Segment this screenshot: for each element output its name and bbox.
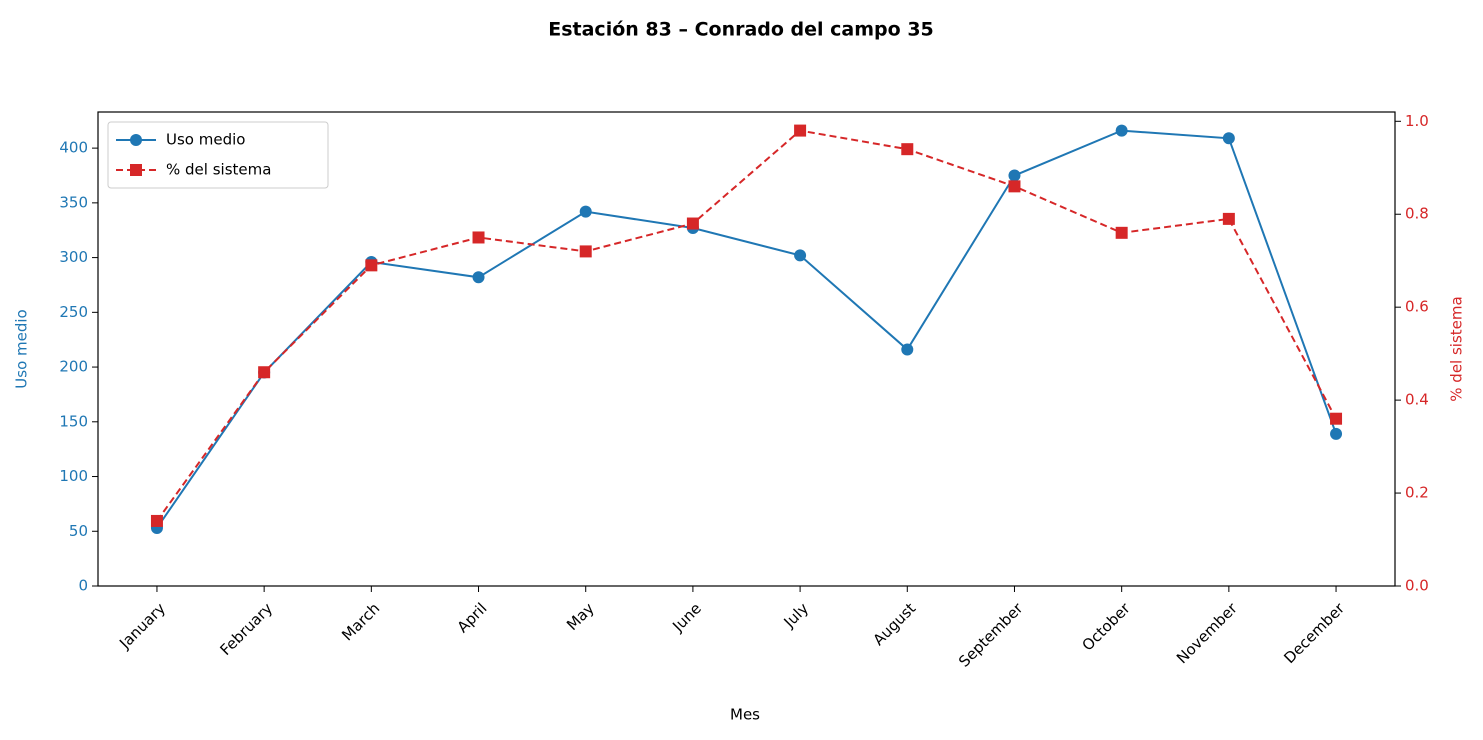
x-tick-label: February: [216, 599, 276, 659]
point-marker: [1222, 212, 1235, 225]
point-marker: [1115, 226, 1128, 239]
point-marker: [794, 249, 807, 262]
legend-label: Uso medio: [166, 131, 245, 149]
legend-label: % del sistema: [166, 161, 271, 179]
point-marker: [1008, 169, 1021, 182]
x-tick-label: September: [955, 599, 1027, 671]
y-tick-label: 200: [59, 358, 88, 376]
y2-tick-label: 0.0: [1405, 577, 1429, 595]
x-tick-label: May: [563, 599, 598, 634]
plot-frame: [97, 111, 1396, 587]
point-marker: [686, 217, 699, 230]
legend-box: [107, 121, 329, 189]
point-marker: [472, 231, 485, 244]
y2-tick-label: 0.2: [1405, 484, 1429, 502]
point-marker: [472, 271, 485, 284]
y-tick-label: 0: [78, 577, 88, 595]
y2-tick-label: 0.4: [1405, 391, 1429, 409]
x-axis-label: Mes: [730, 706, 760, 724]
y-axis-label: Uso medio: [13, 309, 31, 388]
y-tick-label: 350: [59, 193, 88, 211]
y2-axis-label: % del sistema: [1448, 296, 1466, 401]
y2-tick-label: 0.8: [1405, 205, 1429, 223]
y-tick-label: 150: [59, 412, 88, 430]
point-marker: [901, 343, 914, 356]
y2-tick-label: 1.0: [1405, 112, 1429, 130]
y-tick-label: 50: [69, 522, 88, 540]
point-marker: [901, 143, 914, 156]
point-marker: [150, 514, 163, 527]
point-marker: [794, 124, 807, 137]
chart-title: Estación 83 – Conrado del campo 35: [548, 19, 934, 41]
legend-marker: [130, 134, 142, 146]
point-marker: [579, 245, 592, 258]
x-tick-label: July: [780, 599, 813, 632]
legend-marker: [130, 164, 142, 176]
point-marker: [1115, 124, 1128, 137]
x-tick-label: January: [115, 599, 169, 653]
point-marker: [365, 259, 378, 272]
x-tick-label: August: [869, 599, 919, 649]
x-tick-label: June: [668, 599, 705, 636]
point-marker: [579, 205, 592, 218]
point-marker: [258, 366, 271, 379]
point-marker: [1222, 132, 1235, 145]
x-tick-label: March: [338, 599, 383, 644]
x-tick-label: December: [1280, 599, 1348, 667]
series-line: [156, 129, 1337, 529]
y-tick-label: 250: [59, 303, 88, 321]
point-marker: [1008, 180, 1021, 193]
point-marker: [1330, 412, 1343, 425]
x-tick-label: November: [1173, 599, 1241, 667]
y-tick-label: 400: [59, 139, 88, 157]
y-tick-label: 100: [59, 467, 88, 485]
y-tick-label: 300: [59, 248, 88, 266]
point-marker: [1330, 427, 1343, 440]
x-tick-label: October: [1078, 599, 1134, 655]
series-line: [156, 129, 1337, 522]
y2-tick-label: 0.6: [1405, 298, 1429, 316]
x-tick-label: April: [454, 599, 491, 636]
